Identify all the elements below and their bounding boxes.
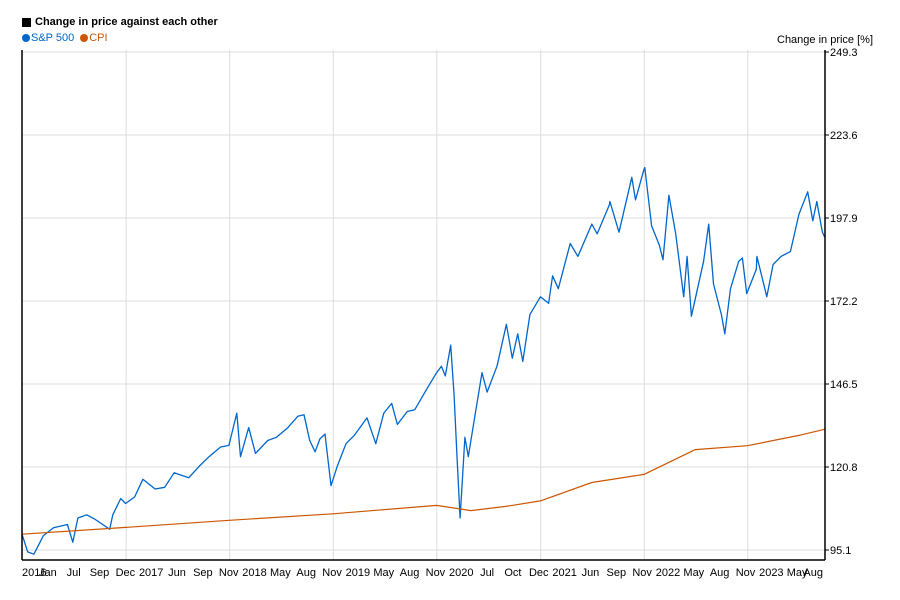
x-tick-label: 2017 <box>139 567 163 579</box>
legend-dot-icon <box>80 34 89 42</box>
y-tick-label: 146.5 <box>830 379 858 391</box>
x-tick-label: Dec <box>116 567 136 579</box>
x-tick-label: 2021 <box>552 567 576 579</box>
series-line-cpi <box>21 428 826 535</box>
y-tick-label: 197.9 <box>830 213 858 225</box>
x-tick-label: Aug <box>400 567 420 579</box>
x-tick-label: 2022 <box>656 567 680 579</box>
x-tick-label: Jul <box>67 567 81 579</box>
legend-label-cpi: CPI <box>89 32 108 44</box>
x-tick-label: 2023 <box>759 567 783 579</box>
x-tick-label: Nov <box>322 567 342 579</box>
x-tick-label: Oct <box>504 567 521 579</box>
x-tick-label: Dec <box>529 567 549 579</box>
x-tick-label: Aug <box>296 567 316 579</box>
x-tick-label: Aug <box>803 567 823 579</box>
series-line-sp500 <box>21 166 826 555</box>
x-tick-label: 2020 <box>449 567 473 579</box>
y-tick-label: 249.3 <box>830 47 858 59</box>
legend-label-sp500: S&P 500 <box>31 32 75 44</box>
legend-dot-icon <box>22 34 30 42</box>
x-tick-label: Nov <box>736 567 756 579</box>
x-tick-label: Nov <box>632 567 652 579</box>
y-tick-labels: 95.1 120.8 146.5 172.2 197.9 223.6 249.3 <box>825 47 858 557</box>
x-tick-label: May <box>683 567 704 579</box>
x-tick-label: Sep <box>607 567 627 579</box>
x-tick-label: Sep <box>193 567 213 579</box>
title-square-icon <box>22 17 31 27</box>
x-tick-label: Jun <box>168 567 186 579</box>
y-tick-label: 120.8 <box>830 462 858 474</box>
x-tick-label: Nov <box>219 567 239 579</box>
x-tick-label: May <box>270 567 291 579</box>
y-tick-label: 172.2 <box>830 296 858 308</box>
legend-item-cpi: CPI <box>80 32 108 44</box>
series-lines <box>21 166 826 555</box>
x-tick-label: 2018 <box>242 567 266 579</box>
x-tick-label: May <box>787 567 808 579</box>
grid-lines <box>22 50 825 560</box>
y-axis-label: Change in price [%] <box>777 34 873 46</box>
axes <box>21 50 826 561</box>
x-tick-label: May <box>373 567 394 579</box>
x-tick-label: 2019 <box>346 567 370 579</box>
x-tick-label: Sep <box>90 567 110 579</box>
chart-title-row: Change in price against each other <box>22 16 218 28</box>
legend: S&P 500 CPI <box>22 32 114 44</box>
x-tick-label: Jun <box>582 567 600 579</box>
x-tick-label: 2016 <box>22 567 46 579</box>
legend-item-sp500: S&P 500 <box>22 32 74 44</box>
x-tick-label: Nov <box>426 567 446 579</box>
y-tick-label: 95.1 <box>830 545 851 557</box>
chart-title: Change in price against each other <box>35 16 218 28</box>
y-tick-label: 223.6 <box>830 130 858 142</box>
x-tick-label: Jan <box>39 567 57 579</box>
x-tick-label: Aug <box>710 567 730 579</box>
x-tick-label: Jul <box>480 567 494 579</box>
